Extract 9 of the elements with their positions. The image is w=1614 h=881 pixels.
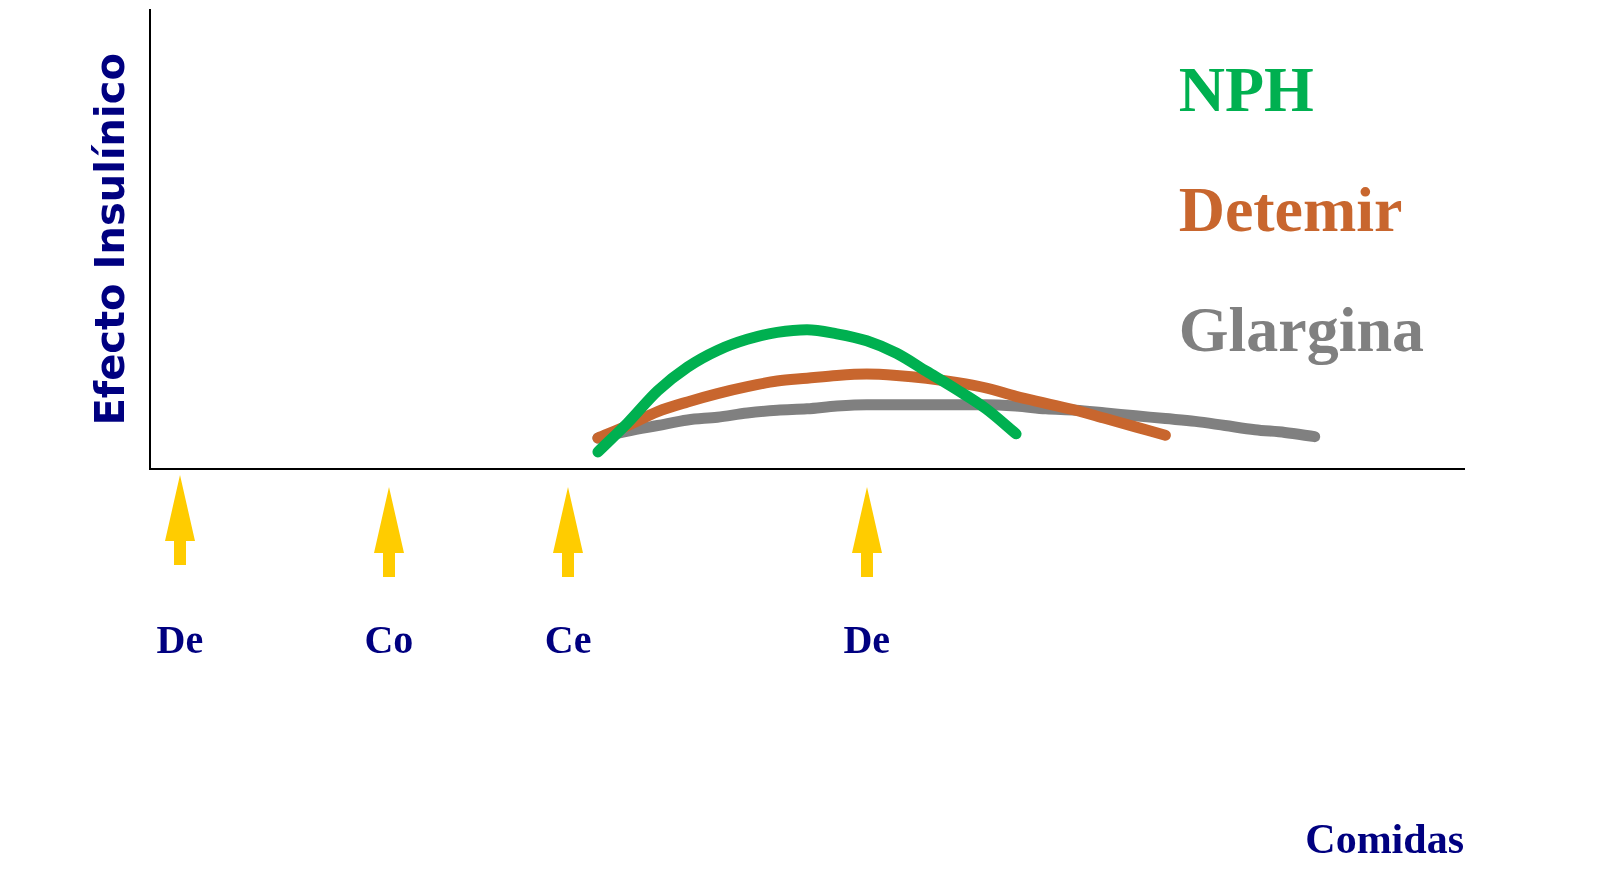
x-axis-title: Comidas	[1305, 815, 1464, 862]
series-label: Glargina	[1178, 293, 1424, 367]
y-axis-title: Efecto Insulínico	[87, 53, 134, 426]
x-tick-label: Ce	[544, 616, 592, 662]
text: Detemir	[1178, 173, 1404, 247]
x-tick-label: Co	[364, 616, 414, 662]
x-tick-label: De	[843, 616, 891, 662]
x-tick-label: De	[156, 616, 204, 662]
text: NPH	[1178, 53, 1315, 127]
